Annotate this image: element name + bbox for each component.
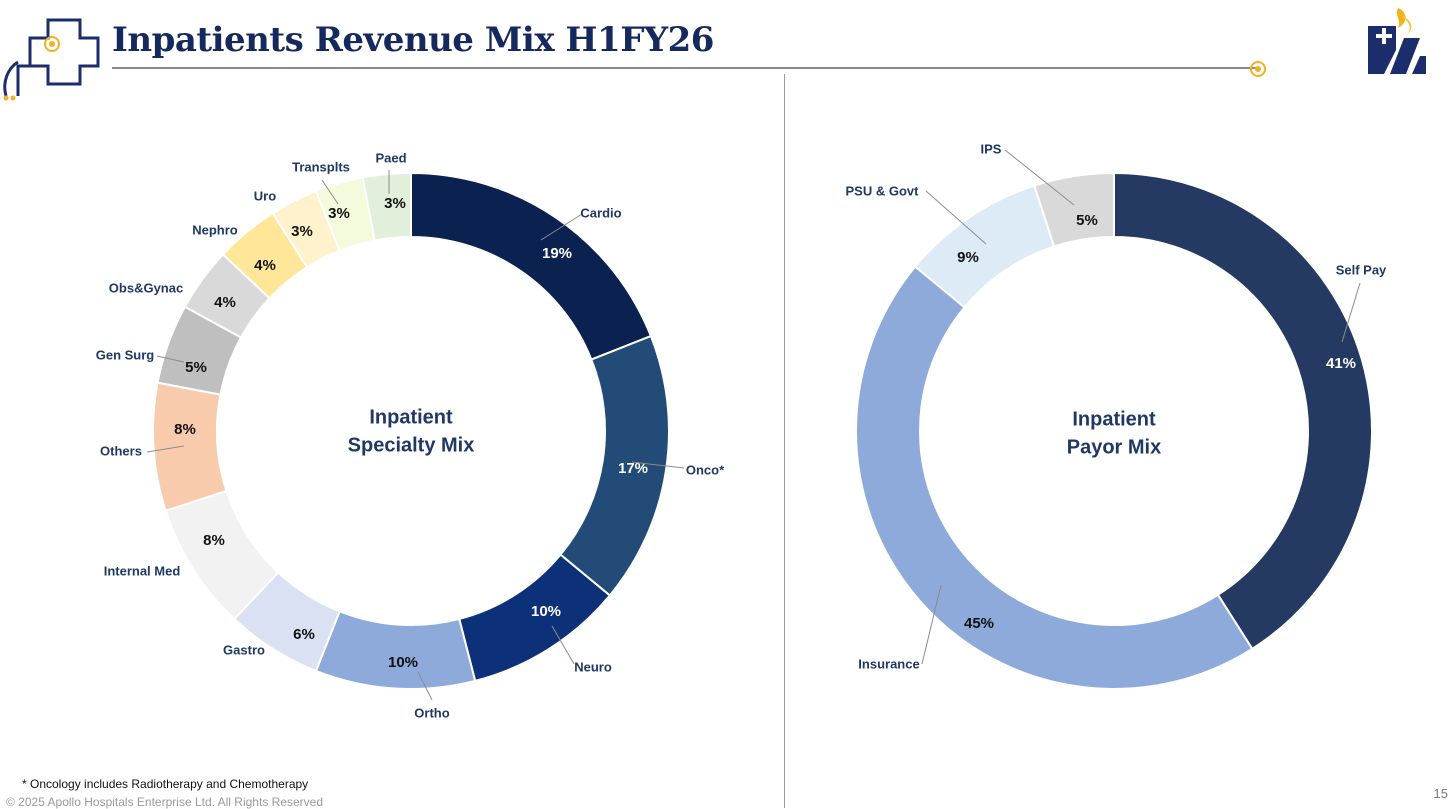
- title-rule: [112, 67, 1258, 69]
- center-title-line: Specialty Mix: [348, 434, 475, 456]
- slice-self-pay: [1113, 171, 1373, 651]
- pct-label-obs-gynac: 4%: [214, 294, 236, 311]
- category-label-gen-surg: Gen Surg: [96, 347, 155, 362]
- pct-label-paed: 3%: [384, 195, 406, 212]
- leader-line-ortho: [417, 671, 433, 701]
- page-title: Inpatients Revenue Mix H1FY26: [112, 20, 714, 60]
- category-label-transplts: Transplts: [292, 159, 350, 174]
- leader-line-psu-govt: [925, 190, 987, 245]
- leader-line-onco: [631, 461, 685, 469]
- slice-insurance: [855, 265, 1254, 690]
- pct-label-transplts: 3%: [328, 205, 350, 222]
- slice-ortho: [314, 610, 477, 690]
- pct-label-ortho: 10%: [388, 654, 418, 671]
- category-label-gastro: Gastro: [223, 642, 265, 657]
- pct-label-nephro: 4%: [254, 257, 276, 274]
- pct-label-others: 8%: [174, 421, 196, 438]
- pct-label-onco: 17%: [618, 460, 648, 477]
- category-label-insurance: Insurance: [858, 656, 919, 671]
- slice-paed: [361, 171, 412, 242]
- pct-label-ips: 5%: [1076, 212, 1098, 229]
- slice-cardio: [410, 171, 653, 361]
- category-label-internal-med: Internal Med: [104, 563, 181, 578]
- pct-label-cardio: 19%: [542, 245, 572, 262]
- leader-line-insurance: [921, 584, 942, 665]
- center-title-line: Inpatient: [1072, 408, 1156, 430]
- footnote: * Oncology includes Radiotherapy and Che…: [22, 777, 309, 791]
- pct-label-gastro: 6%: [293, 626, 315, 643]
- slice-onco: [559, 334, 670, 597]
- rule-end-dot-icon: [1249, 60, 1267, 83]
- leader-line-gen-surg: [156, 355, 185, 363]
- leader-line-self-pay: [1341, 282, 1361, 343]
- category-label-neuro: Neuro: [574, 659, 612, 674]
- category-label-nephro: Nephro: [192, 222, 238, 237]
- category-label-psu-govt: PSU & Govt: [846, 183, 920, 198]
- center-title-line: Payor Mix: [1067, 436, 1161, 458]
- pct-label-neuro: 10%: [531, 603, 561, 620]
- slice-others: [152, 381, 228, 512]
- category-label-uro: Uro: [254, 188, 276, 203]
- page-number: 15: [1433, 786, 1448, 801]
- category-label-obs-gynac: Obs&Gynac: [109, 280, 183, 295]
- category-label-onco: Onco*: [686, 462, 725, 477]
- category-label-ips: IPS: [981, 141, 1002, 156]
- payor-mix-donut: 41% Self Pay 45% Insurance 9% PSU & Govt 5% IPS…: [846, 141, 1387, 690]
- category-label-cardio: Cardio: [580, 205, 621, 220]
- leader-line-transplts: [321, 179, 339, 205]
- leader-line-neuro: [551, 625, 575, 665]
- pct-label-self-pay: 41%: [1326, 355, 1356, 372]
- category-label-others: Others: [100, 443, 142, 458]
- pct-label-internal-med: 8%: [203, 532, 225, 549]
- category-label-ortho: Ortho: [414, 705, 449, 720]
- category-label-self-pay: Self Pay: [1336, 262, 1387, 277]
- pct-label-insurance: 45%: [964, 615, 994, 632]
- center-title-line: Inpatient: [369, 406, 453, 428]
- medical-cross-stethoscope-icon: [0, 12, 104, 107]
- apollo-logo-icon: [1362, 4, 1432, 83]
- pct-label-uro: 3%: [291, 223, 313, 240]
- leader-line-others: [146, 445, 185, 453]
- pct-label-psu-govt: 9%: [957, 249, 979, 266]
- leader-line-cardio: [540, 213, 583, 241]
- leader-line-ips: [1004, 149, 1075, 206]
- specialty-mix-donut: 19% Cardio 17% Onco* 10% Neuro 10% Ortho 6% Gastr…: [96, 150, 725, 720]
- category-label-paed: Paed: [375, 150, 406, 165]
- copyright: © 2025 Apollo Hospitals Enterprise Ltd. …: [6, 795, 324, 809]
- vertical-divider: [784, 74, 785, 808]
- pct-label-gen-surg: 5%: [185, 359, 207, 376]
- slice-ips: [1033, 171, 1115, 248]
